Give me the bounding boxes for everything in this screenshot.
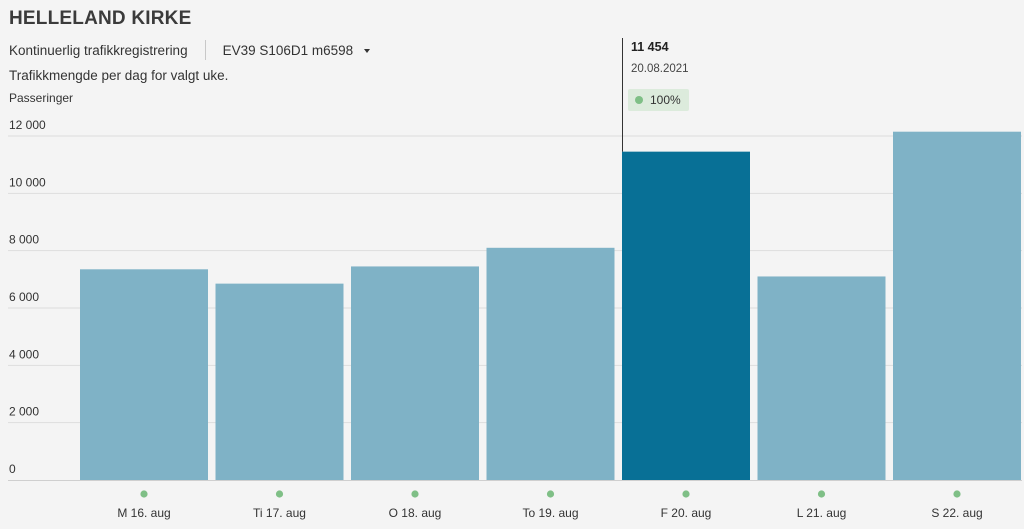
- tooltip-value: 11 454: [631, 40, 669, 54]
- y-tick-label: 6 000: [9, 290, 39, 304]
- bar: [757, 276, 886, 480]
- y-tick-label: 8 000: [9, 233, 39, 247]
- location-dropdown-value: EV39 S106D1 m6598: [222, 42, 354, 58]
- x-tick-label: F 20. aug: [661, 506, 712, 520]
- y-tick-label: 10 000: [9, 175, 46, 189]
- registration-type-label: Kontinuerlig trafikkregistrering: [9, 42, 188, 58]
- y-tick-label: 12 000: [9, 118, 46, 132]
- bar: [893, 131, 1021, 480]
- y-tick-label: 4 000: [9, 347, 39, 361]
- x-status-dot: [411, 490, 419, 498]
- x-status-dot: [546, 490, 555, 498]
- bar: [215, 283, 344, 480]
- caret-down-icon: [364, 48, 371, 53]
- coverage-value: 100%: [650, 93, 681, 107]
- x-status-dot: [682, 490, 690, 498]
- x-status-dot: [817, 490, 826, 498]
- coverage-badge: 100%: [628, 89, 689, 111]
- y-tick-label: 0: [9, 462, 16, 476]
- status-dot-icon: [635, 96, 643, 104]
- x-tick-label: S 22. aug: [931, 506, 982, 520]
- x-status-dot: [275, 490, 284, 498]
- chart-description: Trafikkmengde per dag for valgt uke.: [9, 68, 229, 83]
- bar: [80, 269, 208, 480]
- y-axis-label: Passeringer: [9, 91, 74, 105]
- x-tick-label: To 19. aug: [522, 506, 578, 520]
- x-tick-label: M 16. aug: [117, 506, 170, 520]
- tooltip: 11 454 20.08.2021 100%: [628, 40, 689, 111]
- subtitle-divider: [204, 40, 206, 60]
- x-tick-label: Ti 17. aug: [253, 506, 306, 520]
- y-tick-label: 2 000: [9, 405, 39, 419]
- x-status-dot: [953, 490, 961, 498]
- page-title: HELLELAND KIRKE: [9, 8, 192, 29]
- x-tick-label: L 21. aug: [797, 506, 847, 520]
- tooltip-date: 20.08.2021: [631, 63, 689, 75]
- x-tick-label: O 18. aug: [389, 506, 442, 520]
- x-status-dot: [140, 490, 148, 498]
- bar: [486, 247, 615, 480]
- location-dropdown[interactable]: EV39 S106D1 m6598: [223, 43, 371, 58]
- subtitle-row: Kontinuerlig trafikkregistrering EV39 S1…: [9, 40, 371, 60]
- bar: [351, 266, 479, 480]
- bar-selected: [622, 151, 750, 481]
